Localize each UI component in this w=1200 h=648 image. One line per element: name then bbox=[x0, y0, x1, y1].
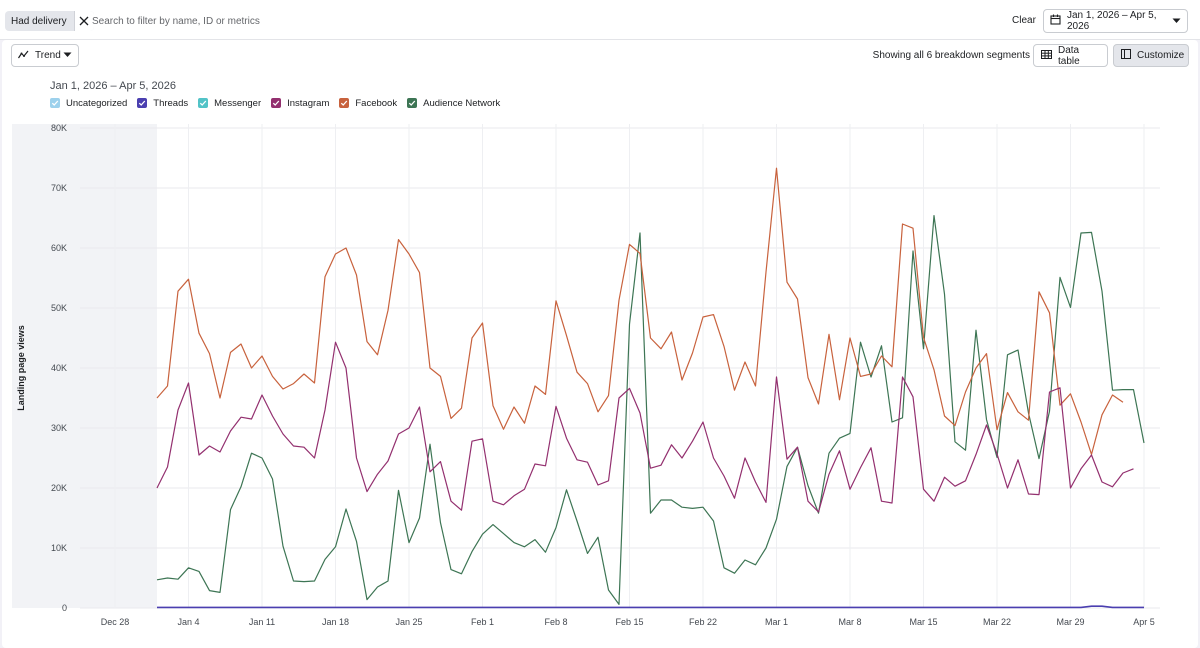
x-tick-label: Feb 15 bbox=[615, 617, 643, 627]
chart-date-range: Jan 1, 2026 – Apr 5, 2026 bbox=[50, 80, 176, 92]
x-tick-label: Mar 8 bbox=[838, 617, 861, 627]
x-tick-label: Mar 29 bbox=[1056, 617, 1084, 627]
x-tick-label: Feb 22 bbox=[689, 617, 717, 627]
y-tick-label: 10K bbox=[51, 543, 67, 553]
series-line-instagram bbox=[156, 341, 1134, 513]
checkbox-icon[interactable] bbox=[137, 98, 148, 108]
x-tick-label: Dec 28 bbox=[101, 617, 130, 627]
chevron-down-icon bbox=[1172, 16, 1181, 27]
checkbox-icon[interactable] bbox=[407, 98, 418, 108]
search-input[interactable] bbox=[92, 11, 692, 31]
y-tick-label: 20K bbox=[51, 483, 67, 493]
legend-label: Messenger bbox=[214, 97, 262, 109]
table-icon bbox=[1041, 49, 1052, 62]
data-table-label: Data table bbox=[1058, 44, 1080, 67]
legend-item-instagram[interactable]: Instagram bbox=[271, 98, 329, 109]
x-tick-label: Jan 18 bbox=[322, 617, 349, 627]
no-data-region bbox=[12, 124, 157, 608]
x-tick-label: Mar 1 bbox=[765, 617, 788, 627]
x-tick-label: Mar 22 bbox=[983, 617, 1011, 627]
x-tick-label: Feb 8 bbox=[544, 617, 567, 627]
x-tick-label: Apr 5 bbox=[1133, 617, 1155, 627]
customize-icon bbox=[1121, 49, 1131, 62]
legend-label: Threads bbox=[153, 97, 189, 109]
date-range-label: Jan 1, 2026 – Apr 5, 2026 bbox=[1067, 10, 1157, 32]
chart-legend: Uncategorized Threads Messenger Instagram Fa… bbox=[50, 97, 510, 109]
y-tick-label: 60K bbox=[51, 243, 67, 253]
close-icon[interactable] bbox=[73, 11, 94, 31]
y-tick-label: 30K bbox=[51, 423, 67, 433]
x-tick-label: Mar 15 bbox=[909, 617, 937, 627]
segments-count-text: Showing all 6 breakdown segments bbox=[872, 50, 1030, 61]
legend-item-threads[interactable]: Threads bbox=[137, 98, 188, 109]
filter-chip-label: Had delivery bbox=[11, 15, 67, 27]
date-range-picker[interactable]: Jan 1, 2026 – Apr 5, 2026 bbox=[1043, 9, 1188, 33]
customize-label: Customize bbox=[1137, 50, 1185, 61]
data-table-button[interactable]: Data table bbox=[1033, 44, 1108, 67]
x-tick-label: Jan 4 bbox=[177, 617, 199, 627]
checkbox-icon[interactable] bbox=[271, 98, 282, 108]
series-line-audience-network bbox=[156, 215, 1145, 606]
legend-label: Uncategorized bbox=[66, 97, 128, 109]
legend-item-uncategorized[interactable]: Uncategorized bbox=[50, 98, 127, 109]
y-tick-label: 40K bbox=[51, 363, 67, 373]
filter-chip[interactable]: Had delivery bbox=[5, 11, 94, 31]
checkbox-icon[interactable] bbox=[50, 98, 60, 108]
legend-item-facebook[interactable]: Facebook bbox=[339, 98, 397, 109]
trend-icon bbox=[18, 50, 29, 62]
y-tick-label: 80K bbox=[51, 123, 67, 133]
x-tick-label: Jan 25 bbox=[395, 617, 422, 627]
checkbox-icon[interactable] bbox=[339, 98, 350, 108]
chart-type-dropdown[interactable]: Trend bbox=[11, 44, 79, 67]
clear-button[interactable]: Clear bbox=[1012, 11, 1036, 31]
trend-label: Trend bbox=[35, 50, 61, 61]
y-tick-label: 50K bbox=[51, 303, 67, 313]
chevron-down-icon bbox=[63, 50, 72, 61]
y-tick-label: 70K bbox=[51, 183, 67, 193]
legend-item-messenger[interactable]: Messenger bbox=[198, 98, 261, 109]
series-line-threads bbox=[157, 605, 1144, 609]
customize-button[interactable]: Customize bbox=[1113, 44, 1189, 67]
legend-label: Instagram bbox=[287, 97, 330, 109]
checkbox-icon[interactable] bbox=[198, 98, 209, 108]
legend-label: Facebook bbox=[355, 97, 398, 109]
calendar-icon bbox=[1050, 14, 1061, 28]
y-tick-label: 0 bbox=[62, 603, 67, 613]
filter-bar: Had delivery Clear Jan 1, 2026 – Apr 5, … bbox=[0, 0, 1200, 40]
x-tick-label: Feb 1 bbox=[471, 617, 494, 627]
legend-label: Audience Network bbox=[423, 97, 501, 109]
x-tick-label: Jan 11 bbox=[249, 617, 275, 627]
series-line-facebook bbox=[156, 167, 1124, 455]
y-axis-label: Landing page views bbox=[16, 325, 26, 411]
legend-item-audience-network[interactable]: Audience Network bbox=[407, 98, 500, 109]
